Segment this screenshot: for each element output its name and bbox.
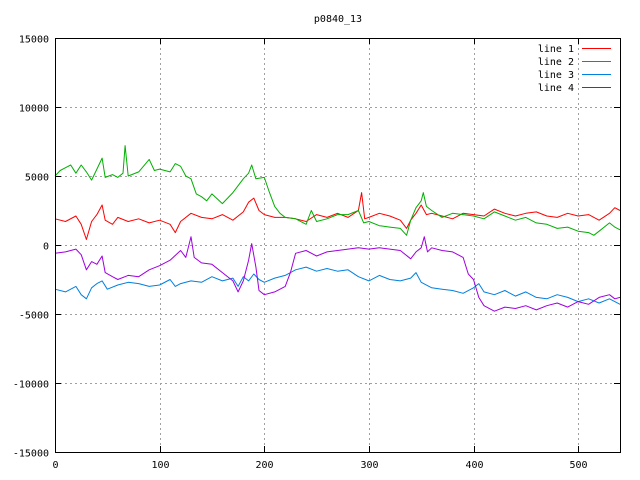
x-tick-label: 300 — [360, 460, 378, 471]
axis-ticks: 0 100 200 300 400 500 -15000 -10000 -5000 0 5000 10… — [13, 35, 620, 471]
legend-label-1: line 1 — [538, 44, 574, 55]
series-line-2 — [54, 145, 621, 236]
series-line-3 — [54, 266, 621, 305]
x-tick-label: 400 — [465, 460, 483, 471]
y-tick-label: 15000 — [19, 35, 49, 46]
legend-label-3: line 3 — [538, 70, 574, 81]
x-tick-label: 0 — [52, 460, 58, 471]
series-line-1 — [54, 192, 621, 240]
y-tick-label: 0 — [43, 242, 49, 253]
legend-label-4: line 4 — [538, 83, 574, 94]
x-tick-label: 200 — [255, 460, 273, 471]
x-tick-label: 100 — [151, 460, 169, 471]
chart-title: p0840_13 — [314, 14, 362, 25]
y-tick-label: -5000 — [19, 311, 49, 322]
y-tick-label: 10000 — [19, 104, 49, 115]
legend-label-2: line 2 — [538, 57, 574, 68]
x-tick-label: 500 — [569, 460, 587, 471]
series-layer — [54, 145, 621, 312]
grid-lines — [55, 38, 620, 452]
y-tick-label: -15000 — [13, 449, 49, 460]
y-tick-label: -10000 — [13, 380, 49, 391]
y-tick-label: 5000 — [25, 173, 49, 184]
series-line-4 — [54, 236, 621, 312]
legend: line 1 line 2 line 3 line 4 — [538, 44, 611, 94]
